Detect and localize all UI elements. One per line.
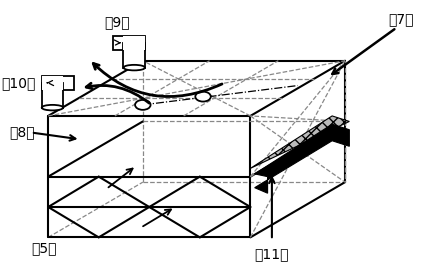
- Polygon shape: [255, 124, 349, 193]
- Bar: [123, 36, 145, 50]
- Ellipse shape: [123, 65, 145, 70]
- Text: （7）: （7）: [388, 12, 414, 26]
- Polygon shape: [250, 116, 349, 168]
- Bar: [42, 83, 63, 108]
- Circle shape: [135, 100, 151, 110]
- Bar: [113, 36, 145, 50]
- Bar: [42, 76, 74, 90]
- Text: （9）: （9）: [104, 15, 130, 29]
- Circle shape: [195, 92, 211, 102]
- Text: （5）: （5）: [31, 242, 57, 255]
- Bar: [42, 76, 63, 90]
- Ellipse shape: [42, 105, 63, 110]
- Text: （10）: （10）: [1, 76, 35, 90]
- Text: （11）: （11）: [255, 247, 289, 261]
- Bar: [123, 43, 145, 68]
- Text: （8）: （8）: [9, 126, 35, 139]
